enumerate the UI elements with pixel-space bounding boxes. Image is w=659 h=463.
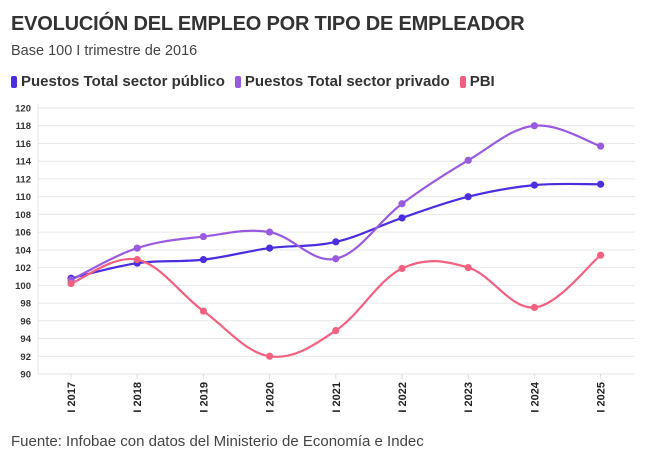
y-tick-label: 110 <box>16 192 31 203</box>
data-point-privado <box>199 232 207 241</box>
y-tick-label: 120 <box>15 104 31 115</box>
data-point-privado <box>398 200 406 208</box>
data-point-privado <box>530 122 539 130</box>
x-tick-label: I 2017 <box>66 382 78 413</box>
y-tick-label: 100 <box>15 281 31 292</box>
x-axis: I 2017 I 2018 I 2019 I 2020 I 2021 I 2022 I 20… <box>66 374 608 413</box>
legend-label-privado: Puestos Total sector privado <box>244 73 450 90</box>
gridlines <box>37 104 635 375</box>
legend-item-privado[interactable]: Puestos Total sector privado <box>234 73 450 90</box>
legend-label-publico: Puestos Total sector público <box>21 73 225 90</box>
data-point-pbi <box>199 307 207 315</box>
y-tick-label: 108 <box>15 210 31 221</box>
data-point-privado <box>597 142 605 150</box>
data-point-publico <box>530 181 539 189</box>
data-point-publico <box>597 180 605 188</box>
line-chart: 90 92 94 96 98 100 102 104 106 108 110 112 114 116 118… <box>15 104 635 413</box>
data-point-privado <box>332 255 340 263</box>
data-point-pbi <box>398 264 406 273</box>
y-tick-label: 96 <box>20 316 31 327</box>
y-tick-label: 116 <box>16 139 31 150</box>
y-tick-label: 106 <box>15 228 31 239</box>
legend-swatch-privado <box>234 75 241 88</box>
chart-title: EVOLUCIÓN DEL EMPLEO POR TIPO DE EMPLEAD… <box>11 13 525 35</box>
data-point-publico <box>266 244 274 252</box>
source-note: Fuente: Infobae con datos del Ministerio… <box>11 433 424 450</box>
y-tick-label: 102 <box>15 263 31 274</box>
x-tick-label: I 2022 <box>397 382 409 413</box>
data-point-privado <box>266 228 274 236</box>
x-tick-label: I 2024 <box>529 381 541 412</box>
y-axis: 90 92 94 96 98 100 102 104 106 108 110 112 114 116 118… <box>15 104 32 381</box>
data-point-pbi <box>530 303 539 312</box>
y-tick-label: 114 <box>16 157 32 168</box>
data-point-publico <box>199 256 207 264</box>
x-tick-label: I 2020 <box>265 382 277 413</box>
legend: Puestos Total sector público Puestos Tot… <box>11 73 495 90</box>
y-tick-label: 118 <box>16 121 31 132</box>
x-tick-label: I 2023 <box>463 382 475 413</box>
legend-label-pbi: PBI <box>469 73 495 90</box>
data-point-privado <box>133 244 141 252</box>
data-point-publico <box>464 193 472 201</box>
data-point-publico <box>398 214 406 222</box>
x-tick-label: I 2019 <box>198 382 210 413</box>
chart-subtitle: Base 100 I trimestre de 2016 <box>11 43 198 59</box>
y-tick-label: 98 <box>20 299 31 310</box>
series-points <box>67 122 605 360</box>
data-point-pbi <box>464 264 472 272</box>
y-tick-label: 112 <box>16 174 31 185</box>
data-point-pbi <box>597 251 605 259</box>
y-tick-label: 104 <box>15 245 32 256</box>
data-point-pbi <box>266 352 274 360</box>
data-point-publico <box>332 238 340 246</box>
x-tick-label: I 2021 <box>331 382 343 413</box>
data-point-privado <box>464 156 472 164</box>
legend-item-pbi[interactable]: PBI <box>459 73 495 90</box>
x-tick-label: I 2025 <box>596 382 608 413</box>
data-point-pbi <box>133 256 141 264</box>
y-tick-label: 92 <box>20 352 31 363</box>
series-line-pbi <box>69 254 602 358</box>
x-tick-label: I 2018 <box>132 382 144 413</box>
legend-item-publico[interactable]: Puestos Total sector público <box>11 73 225 90</box>
data-point-pbi <box>67 279 75 288</box>
y-tick-label: 90 <box>20 370 31 381</box>
y-tick-label: 94 <box>20 334 31 345</box>
legend-swatch-pbi <box>459 75 466 88</box>
legend-swatch-publico <box>11 75 17 88</box>
data-point-pbi <box>332 326 340 335</box>
